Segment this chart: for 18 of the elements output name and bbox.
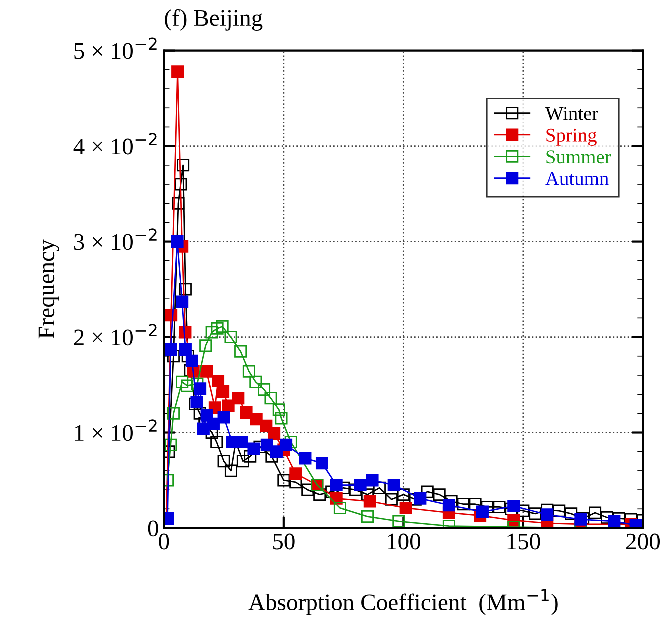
x-tick-label: 50 bbox=[273, 534, 295, 550]
x-tick-label: 0 bbox=[159, 534, 170, 550]
y-tick-label: 0 bbox=[148, 520, 158, 537]
y-tick-label: 1 × 10$^{−2}$ bbox=[75, 420, 157, 442]
y-tick-label: 5 × 10$^{−2}$ bbox=[74, 38, 157, 60]
chart-title: (f) Beijing bbox=[165, 9, 263, 31]
legend-label: Winter bbox=[545, 107, 598, 120]
y-axis-title: Frequency bbox=[38, 240, 60, 339]
y-tick-label: 2 × 10$^{−2}$ bbox=[74, 324, 157, 346]
legend-label: Spring bbox=[546, 128, 597, 146]
x-tick-label: 100 bbox=[388, 534, 420, 550]
x-tick-label: 150 bbox=[508, 534, 540, 550]
legend-label: Summer bbox=[546, 150, 612, 164]
x-axis-title: Absorption Coefficient (Mm$^{−1}$) bbox=[248, 589, 558, 616]
y-tick-label: 3 × 10$^{−2}$ bbox=[74, 228, 157, 250]
x-tick-label: 200 bbox=[626, 534, 660, 550]
y-tick-label: 4 × 10$^{−2}$ bbox=[74, 133, 157, 155]
legend-label: Autumn bbox=[546, 172, 609, 186]
